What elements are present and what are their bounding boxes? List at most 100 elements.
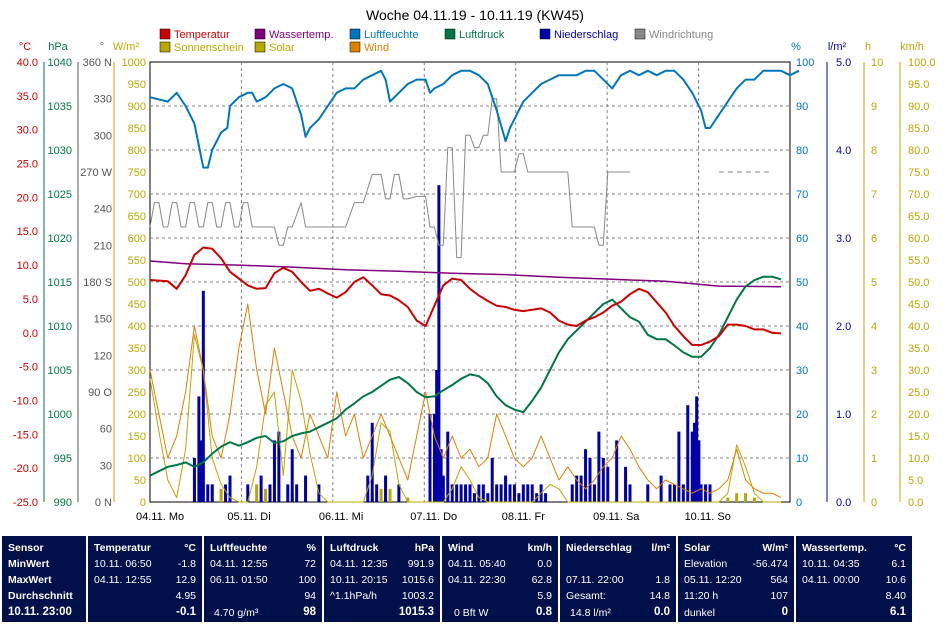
tick-temp: -20.0 — [13, 463, 38, 475]
tick-pressure: 1000 — [48, 409, 72, 421]
series-line-luftfeuchte — [149, 69, 800, 169]
tick-sun: 10 — [871, 57, 883, 69]
row-time: 10.11. 20:15 — [330, 574, 388, 586]
legend-swatch — [159, 28, 171, 40]
rain-bar — [592, 484, 596, 502]
row-time: 10.11. 06:50 — [94, 558, 152, 570]
tick-solar: 950 — [128, 79, 146, 91]
rain-bar — [699, 484, 703, 502]
rain-bar — [526, 484, 530, 502]
current-value: 1015.3 — [398, 606, 434, 618]
series-line-wassertemp — [149, 260, 782, 288]
row-label: MinWert — [8, 558, 50, 570]
tick-wind: 65.0 — [908, 211, 929, 223]
tick-rain: 5.0 — [836, 57, 851, 69]
axis-unit-sun: h — [865, 41, 871, 53]
tick-temp: 20.0 — [17, 192, 38, 204]
rain-bar — [206, 484, 210, 502]
rain-bar — [521, 484, 525, 502]
tick-pressure: 1010 — [48, 321, 72, 333]
rain-bar — [210, 484, 214, 502]
rain-bar — [686, 405, 690, 502]
series-line-luftdruck — [149, 275, 782, 477]
tick-dir: 0 N — [95, 497, 112, 509]
rain-bar — [575, 475, 579, 502]
sunshine-bar — [406, 497, 410, 502]
tick-solar: 850 — [128, 123, 146, 135]
rain-bar — [224, 484, 228, 502]
tick-pressure: 1015 — [48, 277, 72, 289]
legend-label: Solar — [269, 42, 295, 54]
rain-bar — [704, 484, 708, 502]
sunshine-bar — [379, 488, 383, 502]
rain-bar — [692, 422, 696, 502]
sunshine-bar — [726, 497, 730, 502]
row-value: 0.0 — [537, 558, 552, 570]
tick-dir: 120 — [94, 350, 112, 362]
rain-bar — [375, 484, 379, 502]
legend-label: Sonnenschein — [174, 42, 244, 54]
row-value: 8.40 — [885, 590, 906, 602]
tick-rain: 4.0 — [836, 145, 851, 157]
tick-sun: 1 — [871, 453, 877, 465]
row-value: 991.9 — [407, 558, 434, 570]
tick-wind: 50.0 — [908, 277, 929, 289]
tick-solar: 150 — [128, 431, 146, 443]
col-wassertemp: Wassertemp. °C 10.11. 04:35 6.1 04.11. 0… — [796, 536, 912, 622]
tick-dir: 180 S — [83, 277, 112, 289]
tick-dir: 300 — [94, 130, 112, 142]
tick-pressure: 990 — [54, 497, 72, 509]
tick-humidity: 30 — [796, 365, 808, 377]
tick-solar: 700 — [128, 189, 146, 201]
tick-temp: -25.0 — [13, 497, 38, 509]
tick-solar: 800 — [128, 145, 146, 157]
rain-bar — [468, 484, 472, 502]
rain-total: 14.8 l/m² — [570, 607, 611, 619]
sunshine-bar — [388, 488, 392, 502]
series-line-wind — [149, 303, 782, 499]
tick-wind: 55.0 — [908, 255, 929, 267]
tick-humidity: 80 — [796, 145, 808, 157]
rain-bar — [428, 414, 432, 502]
tick-wind: 20.0 — [908, 409, 929, 421]
tick-dir: 30 — [100, 460, 112, 472]
rain-bar — [628, 484, 632, 502]
tick-humidity: 0 — [796, 497, 802, 509]
solar-state: dunkel — [684, 607, 715, 619]
legend-label: Luftfeuchte — [364, 29, 418, 41]
row-time: 04.11. 12:35 — [330, 558, 388, 570]
row-time: 04.11. 22:30 — [448, 574, 506, 586]
tick-temp: 30.0 — [17, 125, 38, 137]
row-value: 10.6 — [885, 574, 906, 586]
row-time: 07.11. 22:00 — [566, 574, 624, 586]
tick-wind: 25.0 — [908, 387, 929, 399]
row-time: 06.11. 01:50 — [210, 574, 268, 586]
rain-bar — [517, 493, 521, 502]
rain-bar — [681, 484, 685, 502]
rain-bar — [446, 431, 450, 502]
x-label: 04.11. Mo — [136, 511, 184, 523]
tick-wind: 45.0 — [908, 299, 929, 311]
rain-bar — [228, 475, 232, 502]
rain-bar — [201, 290, 205, 502]
rain-bar — [499, 484, 503, 502]
rain-bar — [588, 458, 592, 502]
pressure-trend: ^1.1hPa/h — [330, 590, 377, 602]
rain-bar — [690, 431, 694, 502]
tick-temp: 15.0 — [17, 226, 38, 238]
rain-bar — [579, 475, 583, 502]
rain-bar — [450, 484, 454, 502]
rain-bar — [646, 484, 650, 502]
rain-bar — [197, 396, 201, 502]
x-label: 09.11. Sa — [593, 511, 640, 523]
tick-humidity: 10 — [796, 453, 808, 465]
tick-dir: 60 — [100, 424, 112, 436]
row-value: 107 — [770, 590, 788, 602]
col-luftfeuchte: Luftfeuchte % 04.11. 12:55 72 06.11. 01:… — [204, 536, 322, 622]
tick-solar: 400 — [128, 321, 146, 333]
rain-bar — [455, 484, 459, 502]
legend-swatch — [254, 41, 266, 53]
tick-solar: 300 — [128, 365, 146, 377]
legend-swatch — [539, 28, 551, 40]
tick-temp: -15.0 — [13, 429, 38, 441]
